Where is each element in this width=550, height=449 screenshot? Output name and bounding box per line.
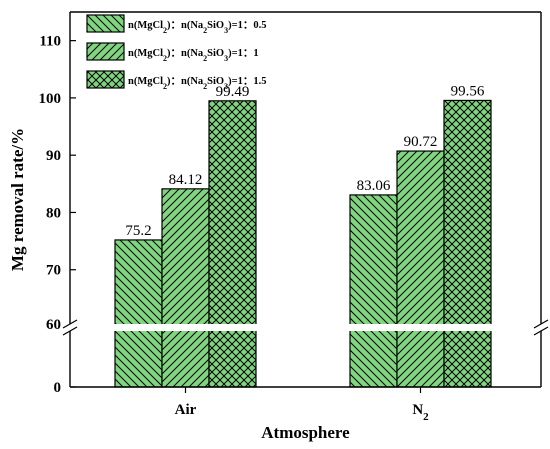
legend-swatch [86, 42, 125, 61]
x-tick-label: Air [175, 402, 197, 418]
bar [208, 100, 257, 388]
legend-label-sub: 2 [163, 54, 167, 63]
y-tick-label: 90 [46, 148, 61, 164]
y-tick-label: 100 [39, 91, 62, 107]
data-label: 83.06 [357, 178, 391, 194]
legend-label-sub: 3 [224, 82, 228, 91]
y-tick-label: 110 [39, 34, 61, 50]
bar [161, 188, 210, 388]
data-label: 99.56 [451, 83, 485, 99]
legend: n(MgCl2)：n(Na2SiO3)=1：0.5n(MgCl2)：n(Na2S… [86, 14, 266, 91]
legend-label-part: )：n(Na [167, 20, 204, 31]
legend-label-part: SiO [207, 48, 224, 59]
x-tick-label-main: N [412, 402, 423, 418]
legend-label-part: n(MgCl [128, 48, 163, 59]
legend-swatch [86, 14, 125, 33]
x-tick-label-main: Air [175, 402, 197, 418]
legend-label: n(MgCl2)：n(Na2SiO3)=1：1.5 [128, 76, 266, 91]
axis-break-mark [62, 326, 78, 336]
legend-label-part: SiO [207, 20, 224, 31]
axis-break-mark [533, 326, 549, 336]
bar [349, 194, 398, 388]
legend-label-sub: 2 [203, 54, 207, 63]
legend-label: n(MgCl2)：n(Na2SiO3)=1：1 [128, 48, 259, 63]
data-label: 90.72 [404, 134, 438, 150]
x-axis-title: Atmosphere [261, 423, 350, 442]
bar [114, 239, 163, 388]
axis-break-mark [533, 319, 549, 329]
legend-swatch [86, 70, 125, 89]
legend-label-part: )：n(Na [167, 48, 204, 59]
legend-label-part: )=1：1 [228, 48, 258, 59]
y-axis-title: Mg removal rate/% [8, 128, 27, 271]
y-tick-label: 0 [54, 380, 62, 396]
data-label: 99.49 [216, 84, 250, 100]
data-label: 84.12 [169, 172, 203, 188]
legend-label-sub: 2 [163, 82, 167, 91]
bar [443, 99, 492, 388]
legend-label-part: )=1：0.5 [228, 20, 266, 31]
data-label: 75.2 [125, 223, 151, 239]
axis-break-gap [0, 324, 550, 331]
legend-label-part: )=1：1.5 [228, 76, 266, 87]
y-tick-label: 70 [46, 263, 61, 279]
legend-label-part: )：n(Na [167, 76, 204, 87]
x-tick-label: N2 [412, 402, 429, 423]
bars-layer [114, 99, 492, 388]
legend-label-sub: 3 [224, 54, 228, 63]
legend-label-sub: 2 [203, 82, 207, 91]
legend-label-sub: 3 [224, 26, 228, 35]
y-tick-label: 60 [46, 317, 61, 333]
y-tick-label: 80 [46, 205, 61, 221]
legend-label-part: n(MgCl [128, 76, 163, 87]
axis-break-mark [62, 319, 78, 329]
bar [396, 150, 445, 388]
legend-label-part: n(MgCl [128, 20, 163, 31]
legend-label-part: SiO [207, 76, 224, 87]
labels-layer: 75.2 83.06 84.12 90.72 99.49 99.56 [125, 83, 485, 239]
x-tick-label-sub: 2 [423, 411, 429, 423]
legend-label: n(MgCl2)：n(Na2SiO3)=1：0.5 [128, 20, 266, 35]
legend-label-sub: 2 [203, 26, 207, 35]
legend-label-sub: 2 [163, 26, 167, 35]
